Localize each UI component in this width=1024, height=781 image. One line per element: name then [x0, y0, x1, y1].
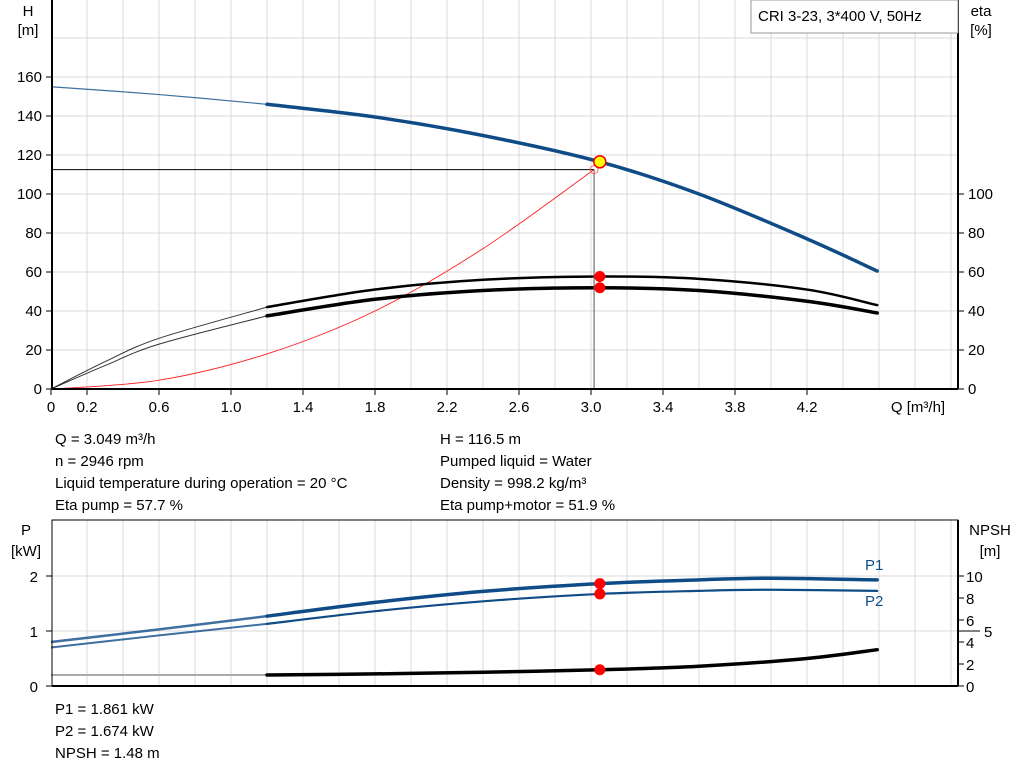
requested-point-marker [589, 165, 599, 175]
x-tick-label: 0.6 [149, 399, 170, 416]
npsh-operating-marker [594, 664, 606, 676]
npsh-axis-label: NPSH [969, 522, 1011, 539]
h-tick-label: 160 [17, 69, 42, 86]
x-tick-label: 0 [47, 399, 55, 416]
series-H [265, 102, 879, 273]
bottom-plot-frame [51, 519, 959, 687]
x-tick-label: 3.4 [653, 399, 674, 416]
info-liquid: Pumped liquid = Water [440, 453, 592, 470]
npsh-tick-label: 10 [966, 569, 983, 586]
eta-tick-label: 20 [968, 342, 985, 359]
eta-axis-label: eta [971, 3, 993, 20]
eta-tick-label: 100 [968, 186, 993, 203]
info-eta-pump: Eta pump = 57.7 % [55, 497, 183, 514]
p-tick-label: 2 [30, 569, 38, 586]
info-p1: P1 = 1.861 kW [55, 701, 154, 718]
info-bottom: P1 = 1.861 kW P2 = 1.674 kW NPSH = 1.48 … [55, 699, 160, 765]
info-top-left: Q = 3.049 m³/h n = 2946 rpm Liquid tempe… [55, 429, 347, 517]
h-tick-label: 100 [17, 186, 42, 203]
npsh-axis-unit: [m] [980, 543, 1001, 560]
x-tick-label: 3.8 [725, 399, 746, 416]
npsh-tick-label: 6 [966, 613, 974, 630]
p-axis-label: P [21, 522, 31, 539]
info-density: Density = 998.2 kg/m³ [440, 475, 587, 492]
top-grid [52, 0, 958, 389]
npsh-tick-label: 8 [966, 591, 974, 608]
info-flow: Q = 3.049 m³/h [55, 431, 156, 448]
series-H-extrapolated [50, 86, 268, 105]
series-P1 [265, 576, 879, 618]
h-tick-label: 120 [17, 147, 42, 164]
series-eta-pump-extrapolated [50, 306, 268, 390]
series-P2-extrapolated [50, 622, 268, 649]
x-tick-label: 4.2 [797, 399, 818, 416]
x-tick-label: 2.2 [437, 399, 458, 416]
x-tick-label: 1.0 [221, 399, 242, 416]
x-tick-label: 3.0 [581, 399, 602, 416]
info-head: H = 116.5 m [440, 431, 522, 448]
series-eta-pump-motor-extrapolated [50, 315, 268, 390]
q-axis-label: Q [m³/h] [891, 399, 945, 416]
p-axis-unit: [kW] [11, 543, 41, 560]
npsh-tick-label: 0 [966, 679, 974, 696]
p2-series-label: P2 [865, 593, 883, 610]
legend-title: CRI 3-23, 3*400 V, 50Hz [758, 8, 922, 25]
series-P2 [265, 588, 879, 625]
series-system-curve [50, 169, 595, 390]
h-tick-label: 0 [34, 381, 42, 398]
info-npsh: NPSH = 1.48 m [55, 745, 160, 762]
operating-point-marker [594, 270, 606, 282]
bottom-grid [52, 520, 958, 686]
eta-tick-label: 40 [968, 303, 985, 320]
h-tick-label: 40 [25, 303, 42, 320]
duty-point-marker [593, 155, 607, 169]
npsh-tick-label: 5 [984, 624, 992, 641]
h-axis-label: H [23, 3, 34, 20]
info-eta-pump-motor: Eta pump+motor = 51.9 % [440, 497, 616, 514]
axes: 0 0.2 0.6 1.0 1.4 1.8 2.2 2.6 3.0 3.4 3.8 4.2020406… [17, 0, 993, 696]
eta-tick-label: 80 [968, 225, 985, 242]
x-tick-label: 1.4 [293, 399, 314, 416]
eta-axis-unit: [%] [970, 22, 992, 39]
h-tick-label: 60 [25, 264, 42, 281]
p1-operating-marker [594, 578, 606, 590]
p1-series-label: P1 [865, 557, 883, 574]
top-series [50, 86, 879, 390]
h-tick-label: 80 [25, 225, 42, 242]
eta-tick-label: 0 [968, 381, 976, 398]
series-NPSH [265, 647, 879, 677]
operating-point-marker [594, 282, 606, 294]
x-tick-label: 0.2 [77, 399, 98, 416]
p-tick-label: 1 [30, 624, 38, 641]
eta-tick-label: 60 [968, 264, 985, 281]
npsh-tick-label: 4 [966, 635, 974, 652]
info-temperature: Liquid temperature during operation = 20… [55, 475, 348, 492]
x-tick-label: 2.6 [509, 399, 530, 416]
legend-box [750, 0, 959, 34]
npsh-tick-label: 2 [966, 657, 974, 674]
x-tick-label: 1.8 [365, 399, 386, 416]
h-axis-unit: [m] [18, 22, 39, 39]
info-top-right: H = 116.5 m Pumped liquid = Water Densit… [440, 429, 615, 517]
p-tick-label: 0 [30, 679, 38, 696]
p2-operating-marker [594, 588, 606, 600]
bottom-series [50, 576, 879, 677]
info-p2: P2 = 1.674 kW [55, 723, 154, 740]
h-tick-label: 140 [17, 108, 42, 125]
h-tick-label: 20 [25, 342, 42, 359]
info-speed: n = 2946 rpm [55, 453, 144, 470]
series-P1-extrapolated [50, 614, 268, 644]
